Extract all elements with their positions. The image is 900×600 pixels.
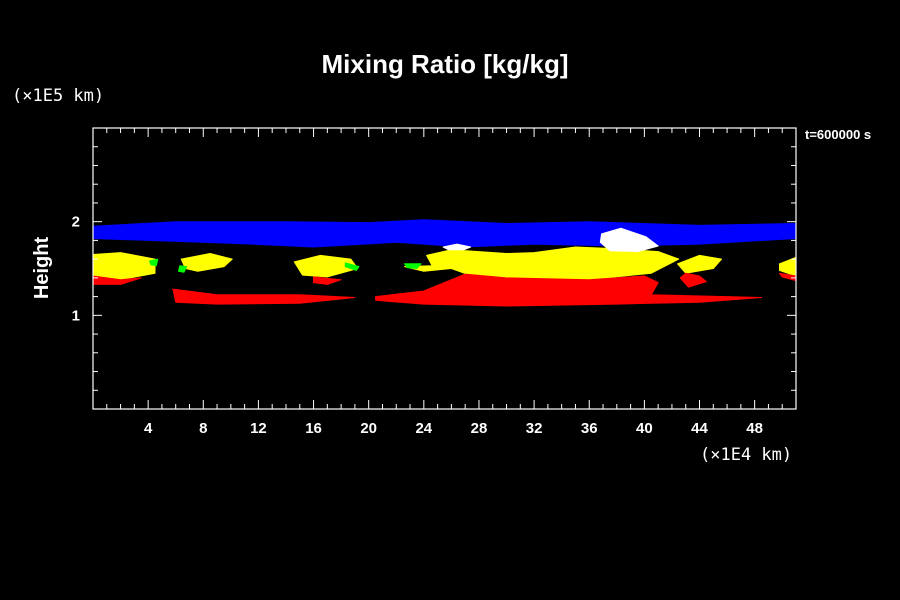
plot-frame — [92, 127, 797, 410]
x-tick-labels: 4 8 12 16 20 24 28 32 36 40 44 48 — [144, 420, 763, 437]
field-region-1-1 — [180, 253, 233, 272]
x-tick-label: 12 — [250, 420, 267, 437]
x-tick-label: 44 — [691, 420, 708, 437]
x-tick-label: 4 — [144, 420, 153, 437]
x-tick-label: 28 — [471, 420, 488, 437]
x-tick-label: 40 — [636, 420, 653, 437]
field-region-2-3 — [375, 273, 762, 307]
y-axis-label: Height — [31, 237, 53, 300]
field-region-2-2 — [313, 276, 342, 285]
y-tick-label: 2 — [72, 214, 80, 231]
time-label: t=600000 s — [805, 127, 871, 142]
field-region-2-1 — [172, 288, 356, 305]
x-axis-unit: (×1E4 km) — [700, 445, 792, 465]
x-tick-label: 16 — [305, 420, 322, 437]
field-region-3-0 — [149, 258, 159, 267]
y-tick-label: 1 — [72, 307, 80, 324]
x-tick-label: 48 — [746, 420, 763, 437]
chart-title: Mixing Ratio [kg/kg] — [322, 49, 569, 79]
field-region-0-0 — [92, 219, 797, 248]
x-tick-label: 8 — [199, 420, 207, 437]
field-region-2-4 — [679, 272, 707, 288]
x-tick-label: 24 — [415, 420, 432, 437]
field-region-3-3 — [404, 263, 422, 269]
x-tick-label: 32 — [526, 420, 543, 437]
x-tick-label: 36 — [581, 420, 598, 437]
field-region-4-0 — [599, 227, 659, 253]
mixing-ratio-field — [92, 219, 797, 307]
field-region-3-1 — [178, 265, 188, 273]
x-tick-label: 20 — [360, 420, 377, 437]
field-region-3-2 — [344, 262, 360, 271]
y-tick-labels: 12 — [72, 214, 80, 325]
field-region-1-0 — [92, 252, 156, 281]
field-region-1-4 — [677, 254, 723, 274]
field-region-4-1 — [442, 243, 472, 251]
y-axis-unit: (×1E5 km) — [12, 86, 104, 106]
axis-ticks — [93, 128, 796, 409]
